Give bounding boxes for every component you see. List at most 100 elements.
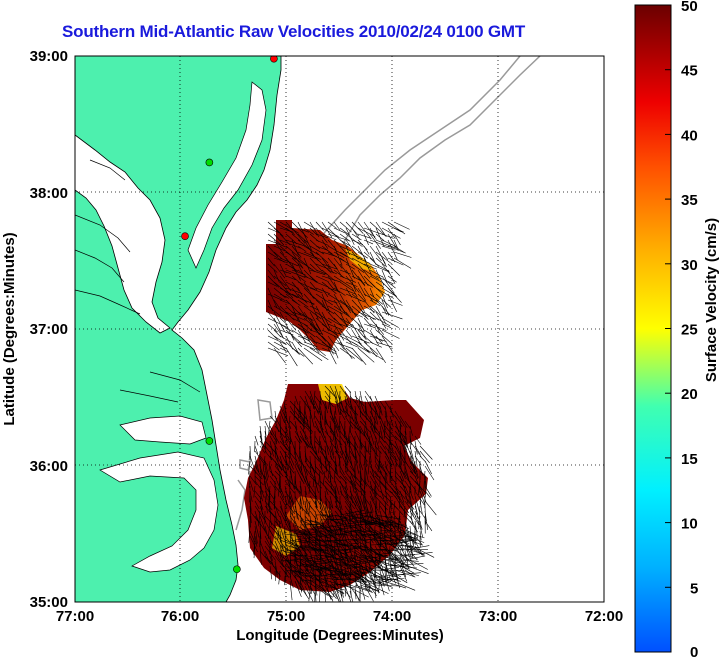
velocity-vector	[309, 311, 322, 332]
velocity-vector	[294, 410, 305, 424]
velocity-vector	[259, 465, 265, 480]
velocity-vector	[273, 281, 290, 296]
velocity-vector	[334, 517, 348, 521]
velocity-vector	[359, 567, 381, 571]
velocity-vector	[384, 534, 411, 540]
velocity-vector	[351, 335, 370, 344]
velocity-vector	[279, 490, 285, 501]
velocity-vector	[314, 490, 318, 508]
velocity-vector	[369, 263, 390, 273]
velocity-vector	[314, 425, 321, 434]
velocity-vector	[399, 490, 405, 503]
velocity-vector	[291, 227, 306, 244]
velocity-vector	[324, 450, 330, 468]
velocity-vector	[344, 524, 362, 527]
velocity-vector	[268, 495, 271, 513]
velocity-vector	[264, 535, 274, 553]
velocity-vector	[389, 519, 410, 530]
velocity-vector	[299, 450, 303, 471]
velocity-vector	[369, 323, 387, 331]
velocity-vector	[333, 323, 345, 341]
velocity-vector	[263, 470, 266, 486]
velocity-vector	[394, 445, 405, 464]
velocity-vector	[399, 559, 419, 562]
velocity-vector	[249, 480, 254, 492]
velocity-vector	[324, 525, 332, 538]
velocity-vector	[297, 275, 307, 283]
velocity-vector	[349, 410, 354, 422]
velocity-vector	[351, 263, 365, 273]
velocity-vector	[309, 540, 317, 553]
velocity-vector	[388, 545, 391, 566]
velocity-vector	[369, 505, 375, 523]
velocity-vectors	[248, 221, 437, 602]
velocity-vector	[324, 485, 329, 496]
velocity-vector	[357, 251, 368, 259]
velocity-vector	[274, 415, 281, 427]
velocity-vector	[404, 530, 410, 540]
velocity-vector	[269, 430, 278, 443]
velocity-vector	[333, 545, 336, 556]
velocity-vector	[274, 510, 278, 525]
velocity-vector	[333, 275, 353, 288]
velocity-vector	[304, 475, 311, 488]
velocity-vector	[339, 538, 360, 541]
velocity-vector	[303, 251, 322, 260]
velocity-vector	[304, 485, 307, 496]
velocity-vector	[279, 335, 292, 343]
velocity-vector	[369, 233, 381, 249]
velocity-vector	[274, 420, 280, 433]
velocity-vector	[344, 400, 357, 416]
velocity-vector	[291, 341, 299, 353]
velocity-vector	[327, 251, 345, 262]
velocity-vector	[269, 450, 272, 461]
velocity-vector	[403, 505, 406, 518]
velocity-vector	[284, 460, 295, 474]
velocity-vector	[369, 420, 374, 433]
velocity-vector	[389, 515, 392, 531]
velocity-vector	[318, 400, 321, 413]
velocity-vector	[264, 465, 268, 481]
velocity-vector	[387, 269, 396, 285]
y-tick: 38:00	[30, 185, 68, 202]
velocity-vector	[368, 580, 371, 592]
velocity-vector	[303, 227, 314, 235]
velocity-vector	[339, 465, 345, 476]
velocity-vector	[414, 495, 420, 512]
velocity-vector	[379, 579, 407, 589]
velocity-vector	[349, 480, 360, 493]
velocity-vector	[381, 311, 403, 320]
velocity-vector	[394, 515, 401, 523]
velocity-vector	[288, 440, 291, 456]
velocity-vector	[314, 554, 337, 571]
velocity-vector	[374, 490, 378, 508]
velocity-vector	[404, 460, 414, 474]
velocity-vector	[259, 500, 264, 511]
velocity-vector	[375, 257, 386, 267]
velocity-vector	[274, 475, 282, 493]
velocity-vector	[394, 450, 400, 461]
velocity-vector	[339, 275, 357, 283]
velocity-vector	[327, 221, 337, 229]
velocity-vector	[374, 400, 382, 413]
grid-lines	[75, 56, 604, 602]
velocity-vector	[364, 440, 367, 453]
velocity-vector	[345, 257, 355, 279]
velocity-vector	[379, 420, 386, 436]
velocity-vector	[404, 534, 425, 543]
velocity-vector	[375, 347, 386, 364]
velocity-vector	[294, 470, 297, 485]
y-tick: 36:00	[30, 458, 68, 475]
velocity-vector	[254, 535, 258, 547]
velocity-vector	[253, 485, 256, 498]
velocity-vector	[304, 450, 308, 463]
velocity-vector	[389, 405, 394, 418]
velocity-vector	[404, 420, 411, 429]
velocity-vector	[289, 544, 301, 553]
velocity-vector	[279, 440, 289, 451]
velocity-vector	[369, 257, 380, 267]
velocity-vector	[319, 590, 321, 602]
velocity-vector	[409, 450, 415, 469]
velocity-vector	[375, 305, 387, 325]
velocity-vector	[284, 539, 306, 549]
